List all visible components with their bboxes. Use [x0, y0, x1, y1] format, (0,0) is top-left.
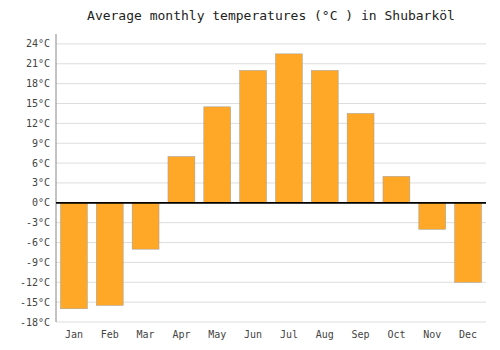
x-tick-label: Oct: [387, 329, 405, 340]
bar: [132, 203, 159, 249]
y-tick-label: -3°C: [26, 217, 50, 228]
grid-line: [56, 63, 486, 64]
y-tick-label: -15°C: [20, 297, 50, 308]
y-axis-line: [56, 34, 57, 322]
x-tick-label: Jul: [280, 329, 298, 340]
grid-line: [56, 163, 486, 164]
bar: [240, 70, 267, 202]
y-tick-label: 15°C: [26, 98, 50, 109]
y-tick-label: 6°C: [32, 158, 50, 169]
grid-line: [56, 322, 486, 323]
bar: [168, 156, 195, 202]
grid-line: [56, 143, 486, 144]
y-tick-label: -18°C: [20, 317, 50, 328]
y-tick-label: -6°C: [26, 237, 50, 248]
bar: [455, 203, 482, 282]
bars: [60, 54, 481, 309]
y-tick-label: 21°C: [26, 58, 50, 69]
y-tick-label: 24°C: [26, 38, 50, 49]
x-tick-label: Mar: [137, 329, 155, 340]
bar: [60, 203, 87, 309]
bar: [311, 70, 338, 202]
grid-line: [56, 182, 486, 183]
x-tick-label: Dec: [459, 329, 477, 340]
x-tick-label: Jan: [65, 329, 83, 340]
bar: [204, 107, 231, 203]
y-tick-label: -9°C: [26, 257, 50, 268]
bar: [383, 176, 410, 202]
bar: [347, 113, 374, 202]
grid-line: [56, 202, 486, 203]
bar: [96, 203, 123, 306]
y-tick-label: 0°C: [32, 197, 50, 208]
x-tick-label: Aug: [316, 329, 334, 340]
grid: [56, 44, 486, 322]
chart-container: Average monthly temperatures (°C ) in Sh…: [0, 0, 500, 350]
bar: [419, 203, 446, 229]
grid-line: [56, 103, 486, 104]
grid-line: [56, 83, 486, 84]
y-tick-label: 12°C: [26, 118, 50, 129]
chart-svg: Average monthly temperatures (°C ) in Sh…: [0, 0, 500, 350]
y-tick-label: 9°C: [32, 138, 50, 149]
grid-line: [56, 43, 486, 44]
zero-line: [56, 202, 486, 204]
y-tick-label: 18°C: [26, 78, 50, 89]
x-tick-label: Jun: [244, 329, 262, 340]
x-tick-label: Apr: [172, 329, 190, 340]
grid-line: [56, 123, 486, 124]
y-tick-label: -12°C: [20, 277, 50, 288]
x-tick-label: Sep: [352, 329, 370, 340]
y-tick-label: 3°C: [32, 177, 50, 188]
chart-title: Average monthly temperatures (°C ) in Sh…: [87, 8, 455, 23]
x-tick-label: May: [208, 329, 226, 340]
x-tick-label: Nov: [423, 329, 441, 340]
x-tick-label: Feb: [101, 329, 119, 340]
bar: [275, 54, 302, 203]
